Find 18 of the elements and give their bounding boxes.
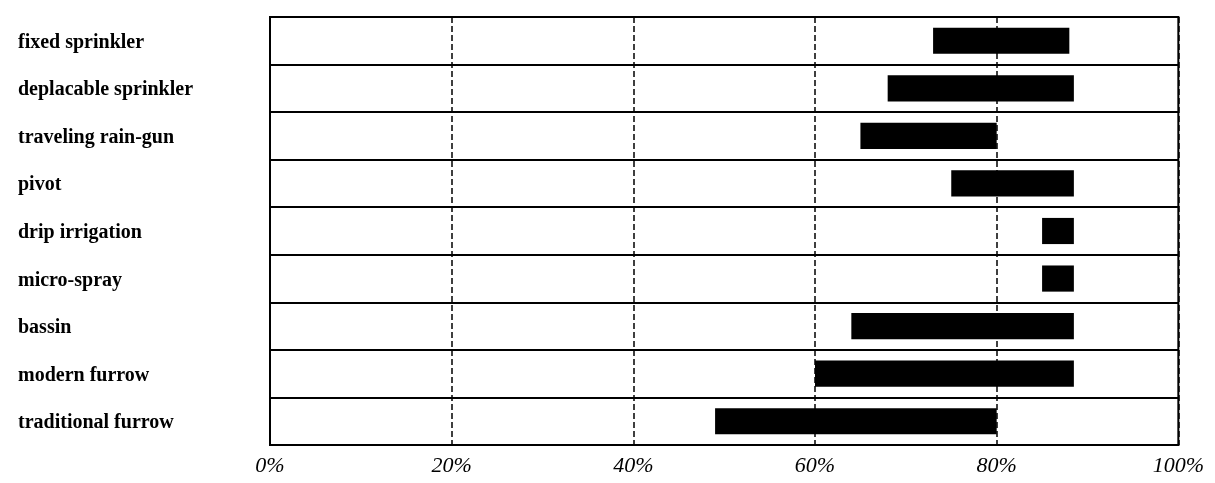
y-tick-label: micro-spray <box>18 267 123 291</box>
x-tick-label: 40% <box>613 451 654 477</box>
x-tick-label: 20% <box>431 451 472 477</box>
x-tick-label: 60% <box>794 451 836 477</box>
bar <box>1042 265 1074 292</box>
x-tick-label: 0% <box>255 451 285 477</box>
y-tick-label: deplacable sprinkler <box>18 77 194 101</box>
bar <box>851 313 1074 340</box>
y-tick-label: modern furrow <box>18 362 150 385</box>
y-tick-label: drip irrigation <box>18 220 142 243</box>
x-tick-label: 100% <box>1152 451 1204 477</box>
y-tick-label: bassin <box>18 315 72 338</box>
y-tick-label: traditional furrow <box>18 410 175 433</box>
x-tick-label: 80% <box>976 451 1017 477</box>
y-tick-label: traveling rain-gun <box>18 124 175 148</box>
bar <box>1042 217 1074 245</box>
y-tick-label: pivot <box>18 172 62 196</box>
y-tick-label: fixed sprinkler <box>18 29 145 53</box>
